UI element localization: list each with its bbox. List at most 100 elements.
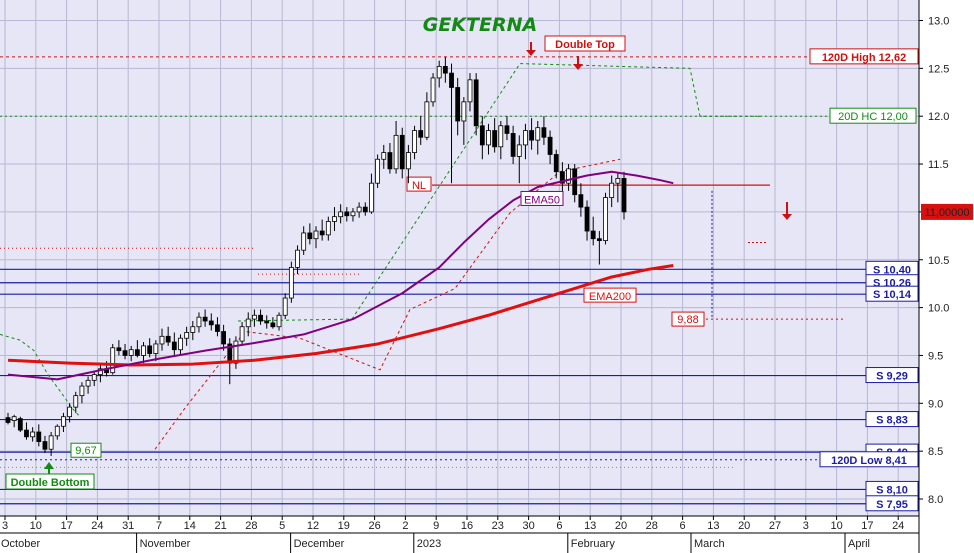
candle-body bbox=[430, 77, 436, 103]
candle-body bbox=[356, 206, 362, 213]
x-tick-label: 3 bbox=[2, 520, 8, 532]
candles bbox=[5, 56, 627, 456]
x-tick-label: 6 bbox=[556, 520, 562, 532]
ema200-box bbox=[583, 287, 637, 303]
support-label: S 8,83 bbox=[876, 415, 908, 427]
y-tick-label: 8.5 bbox=[928, 446, 943, 458]
ema50-line bbox=[7, 170, 674, 381]
trailing-stop-green bbox=[0, 333, 81, 418]
y-tick-label: 13.0 bbox=[928, 16, 949, 28]
x-tick-label: 24 bbox=[91, 520, 103, 532]
x-tick-label: 28 bbox=[245, 520, 257, 532]
support-box bbox=[865, 367, 919, 384]
candle-body bbox=[159, 335, 165, 345]
candle-body bbox=[479, 125, 485, 146]
candle-body bbox=[486, 130, 491, 146]
candle-body bbox=[516, 144, 522, 157]
x-tick-label: 16 bbox=[461, 520, 473, 532]
double-top-arrow-2-head bbox=[573, 64, 583, 70]
candle-body bbox=[547, 136, 553, 155]
x-tick-label: 2 bbox=[402, 520, 408, 532]
y-tick-label: 8.0 bbox=[928, 494, 943, 506]
candle-body bbox=[54, 425, 60, 437]
candle-body bbox=[412, 130, 417, 153]
x-tick-label: 3 bbox=[803, 520, 809, 532]
y-tick-label: 9.0 bbox=[928, 398, 943, 410]
x-tick-label: 7 bbox=[156, 520, 162, 532]
annotations: EMA50 EMA200 Double Top Double Bottom 9,67 9,… bbox=[5, 35, 845, 490]
p967-box bbox=[70, 442, 102, 458]
x-month-label: December bbox=[294, 538, 345, 550]
candle-body bbox=[245, 318, 251, 328]
candle-body bbox=[153, 343, 159, 354]
x-tick-label: 14 bbox=[184, 520, 196, 532]
x-tick-label: 20 bbox=[738, 520, 750, 532]
candle-body bbox=[313, 230, 319, 240]
candle-body bbox=[11, 416, 17, 421]
candle-body bbox=[42, 441, 48, 450]
x-tick-label: 10 bbox=[30, 520, 42, 532]
y-tick-label: 9.5 bbox=[928, 350, 943, 362]
candle-body bbox=[504, 125, 510, 134]
double-top-box bbox=[544, 35, 626, 52]
candle-body bbox=[202, 316, 208, 322]
candle-body bbox=[362, 206, 368, 213]
candle-body bbox=[449, 72, 454, 88]
candle-body bbox=[338, 211, 344, 218]
candle-body bbox=[442, 66, 448, 74]
candle-body bbox=[492, 130, 498, 148]
x-tick-label: 17 bbox=[861, 520, 873, 532]
last-price-label: 11,00000 bbox=[924, 207, 969, 219]
candle-body bbox=[233, 340, 239, 364]
candle-body bbox=[387, 152, 393, 170]
candle-body bbox=[344, 211, 350, 217]
support-label: S 7,95 bbox=[876, 499, 908, 511]
support-label: S 10,14 bbox=[873, 289, 912, 301]
candle-body bbox=[578, 194, 584, 208]
candle-body bbox=[73, 395, 79, 408]
ema200-line bbox=[7, 264, 674, 367]
low120-box bbox=[819, 451, 919, 468]
x-tick-label: 26 bbox=[368, 520, 380, 532]
candle-body bbox=[141, 345, 146, 356]
p988-label: 9,88 bbox=[677, 314, 698, 326]
ema50-box bbox=[520, 190, 564, 206]
double-top-label: Double Top bbox=[555, 39, 615, 51]
candle-body bbox=[510, 133, 516, 157]
x-tick-label: 9 bbox=[433, 520, 439, 532]
candle-body bbox=[178, 337, 183, 351]
candle-body bbox=[523, 130, 528, 146]
x-tick-label: 31 bbox=[122, 520, 134, 532]
candle-body bbox=[572, 168, 578, 196]
plot-background bbox=[0, 0, 919, 516]
candle-body bbox=[17, 418, 23, 431]
x-tick-label: 30 bbox=[522, 520, 534, 532]
support-label: S 10,40 bbox=[873, 264, 911, 276]
x-month-label: October bbox=[1, 538, 40, 550]
double-top-arrow-1-head bbox=[526, 50, 536, 56]
candle-body bbox=[85, 379, 91, 387]
candle-body bbox=[134, 349, 140, 356]
candle-body bbox=[190, 326, 196, 333]
x-tick-label: 5 bbox=[279, 520, 285, 532]
y-tick-label: 11.5 bbox=[928, 159, 949, 171]
last-price-box bbox=[921, 203, 973, 220]
indicator-lines bbox=[7, 170, 674, 381]
candle-body bbox=[381, 152, 387, 160]
candle-body bbox=[405, 152, 411, 170]
candle-body bbox=[436, 66, 442, 79]
neckline-label: NL bbox=[412, 180, 426, 192]
x-month-label: April bbox=[848, 538, 870, 550]
x-month-label: 2023 bbox=[417, 538, 441, 550]
candle-body bbox=[239, 326, 245, 342]
candle-body bbox=[498, 125, 504, 148]
candle-body bbox=[424, 101, 430, 138]
ema50-label: EMA50 bbox=[524, 194, 560, 206]
y-tick-label: 10.0 bbox=[928, 303, 949, 315]
candle-body bbox=[461, 101, 467, 122]
double-bottom-arrow-head bbox=[44, 462, 54, 469]
grid bbox=[0, 0, 919, 516]
x-month-label: November bbox=[140, 538, 191, 550]
candle-body bbox=[332, 216, 337, 222]
